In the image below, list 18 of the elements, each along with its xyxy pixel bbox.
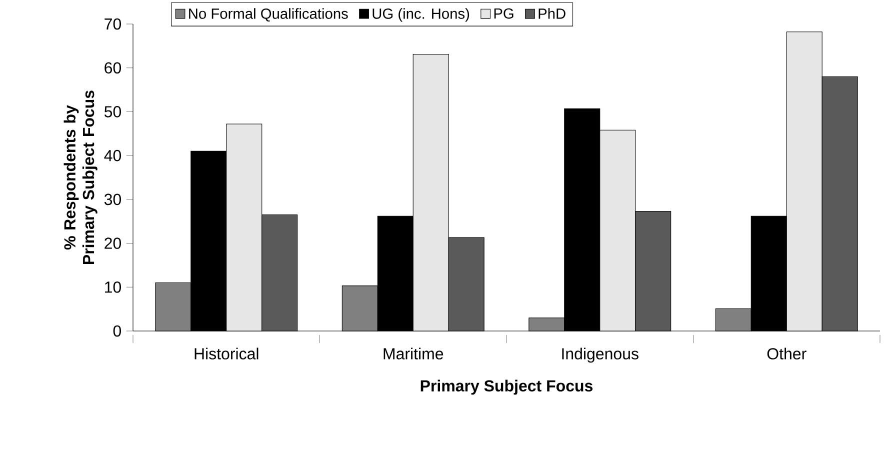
x-tick-label: Other — [767, 348, 806, 360]
y-tick-label: 30 — [104, 194, 122, 206]
y-tick-label: 20 — [104, 238, 122, 249]
legend-label: No Formal Qualifications — [189, 8, 348, 22]
x-tick-label: Historical — [194, 348, 258, 360]
x-tick-label: Maritime — [384, 348, 444, 360]
y-tick-label: 10 — [105, 281, 122, 293]
y-tick-label: 50 — [104, 106, 122, 118]
y-tick-label: 40 — [104, 150, 122, 162]
legend-label: PhD — [538, 8, 566, 19]
y-axis-title: % Respondents by Primary Subject Focus — [64, 90, 98, 264]
y-tick-label: 70 — [104, 18, 122, 30]
x-axis-title: Primary Subject Focus — [420, 380, 593, 395]
legend-label: UG (inc. Hons) — [372, 8, 470, 22]
x-tick-label: Indigenous — [562, 348, 638, 363]
y-tick-label: 0 — [113, 325, 122, 337]
y-tick-label: 60 — [104, 62, 122, 74]
legend-label: PG — [494, 8, 514, 19]
